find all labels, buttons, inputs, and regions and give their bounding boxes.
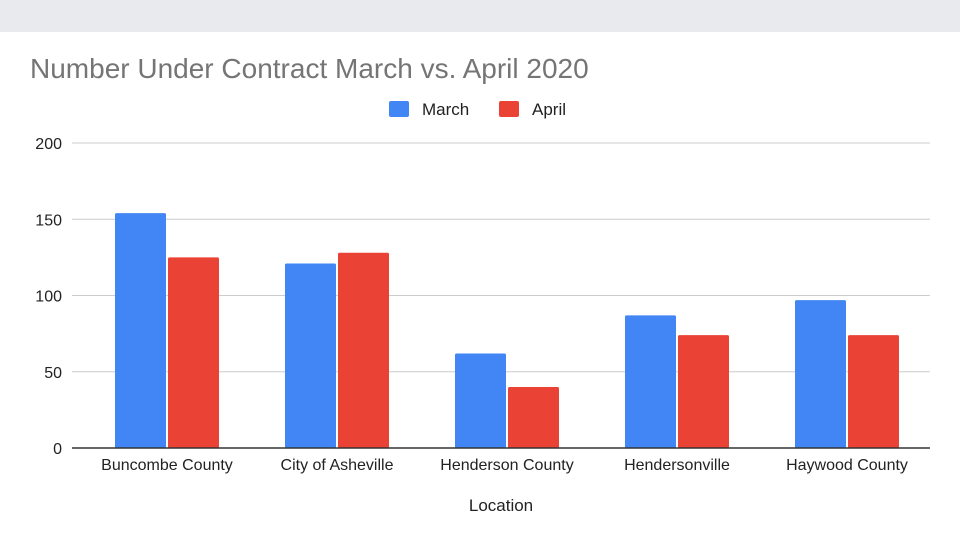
x-tick-label: City of Asheville (281, 457, 394, 474)
x-axis-title: Location (468, 496, 534, 515)
bar-april (508, 387, 559, 448)
bar-march (285, 263, 336, 448)
bar-march (625, 315, 676, 448)
legend-swatch-april (499, 101, 519, 117)
x-tick-label: Haywood County (786, 457, 908, 474)
y-tick-label: 0 (53, 441, 62, 458)
chart-title: Number Under Contract March vs. April 20… (30, 53, 589, 84)
y-tick-label: 200 (35, 136, 62, 153)
bar-april (848, 335, 899, 448)
x-tick-label: Buncombe County (101, 457, 233, 474)
bar-march (455, 353, 506, 448)
legend-label-march: March (422, 100, 470, 119)
legend: March April (0, 99, 960, 119)
bar-april (678, 335, 729, 448)
x-tick-label: Hendersonville (624, 457, 730, 474)
bar-march (795, 300, 846, 448)
top-band (0, 0, 960, 32)
x-tick-label: Henderson County (440, 457, 573, 474)
y-tick-label: 100 (35, 289, 62, 306)
legend-swatch-march (389, 101, 409, 117)
bar-march (115, 213, 166, 448)
bar-april (338, 252, 389, 448)
y-tick-label: 150 (35, 212, 62, 229)
y-tick-label: 50 (44, 365, 62, 382)
legend-label-april: April (532, 100, 567, 119)
bar-april (168, 257, 219, 448)
